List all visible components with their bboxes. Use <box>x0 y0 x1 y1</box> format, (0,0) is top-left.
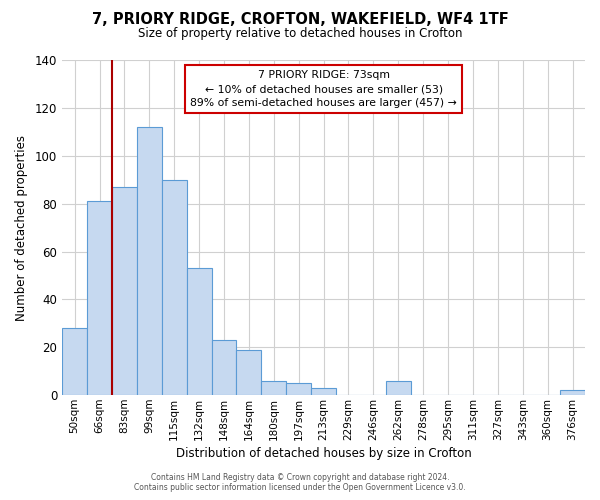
Bar <box>262 381 286 395</box>
Text: Size of property relative to detached houses in Crofton: Size of property relative to detached ho… <box>138 28 462 40</box>
Bar <box>87 201 112 395</box>
Text: Contains HM Land Registry data © Crown copyright and database right 2024.
Contai: Contains HM Land Registry data © Crown c… <box>134 473 466 492</box>
Bar <box>311 388 336 395</box>
Bar <box>162 180 187 395</box>
X-axis label: Distribution of detached houses by size in Crofton: Distribution of detached houses by size … <box>176 447 472 460</box>
Bar <box>187 268 212 395</box>
Bar <box>560 390 585 395</box>
Bar <box>137 127 162 395</box>
Bar <box>112 187 137 395</box>
Bar <box>212 340 236 395</box>
Bar <box>236 350 262 395</box>
Text: 7, PRIORY RIDGE, CROFTON, WAKEFIELD, WF4 1TF: 7, PRIORY RIDGE, CROFTON, WAKEFIELD, WF4… <box>92 12 508 28</box>
Text: 7 PRIORY RIDGE: 73sqm
← 10% of detached houses are smaller (53)
89% of semi-deta: 7 PRIORY RIDGE: 73sqm ← 10% of detached … <box>190 70 457 108</box>
Bar <box>286 383 311 395</box>
Bar <box>62 328 87 395</box>
Bar <box>386 381 411 395</box>
Y-axis label: Number of detached properties: Number of detached properties <box>15 134 28 320</box>
